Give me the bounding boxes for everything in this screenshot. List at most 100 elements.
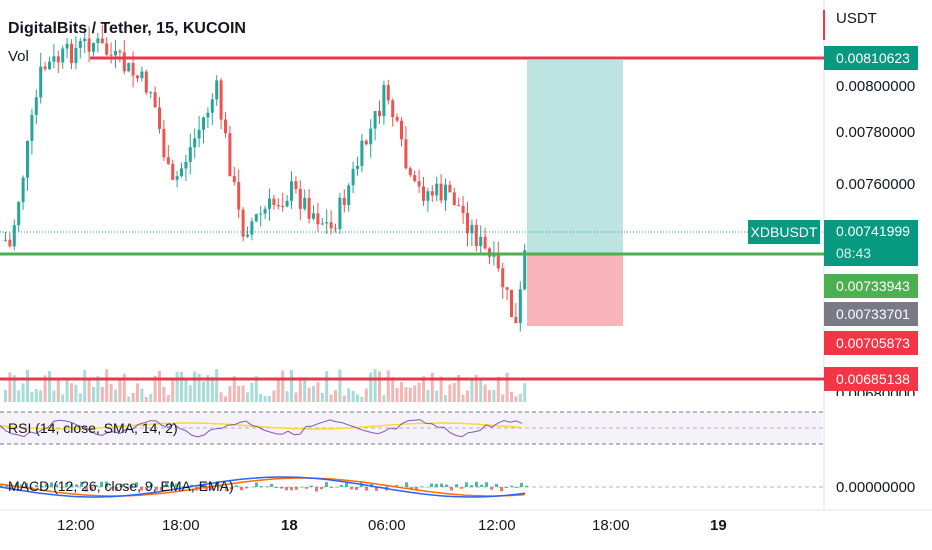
candle-body — [78, 41, 82, 48]
volume-bar — [514, 396, 518, 402]
volume-bar — [197, 373, 201, 402]
macd-histogram-bar — [70, 484, 73, 487]
macd-histogram-bar — [420, 486, 423, 487]
rsi-indicator-label[interactable]: RSI (14, close, SMA, 14, 2) — [8, 420, 178, 436]
candle-body — [96, 38, 100, 43]
volume-bar — [215, 369, 219, 402]
macd-histogram-bar — [435, 483, 438, 487]
candle-body — [360, 140, 364, 166]
macd-histogram-bar — [455, 484, 458, 487]
macd-indicator-label[interactable]: MACD (12, 26, close, 9, EMA, EMA) — [8, 478, 234, 494]
candle-body — [329, 222, 333, 229]
candle-body — [12, 225, 16, 247]
macd-histogram-bar — [430, 483, 433, 487]
macd-histogram-bar — [65, 482, 68, 487]
volume-bar — [444, 395, 447, 402]
candle-body — [193, 138, 197, 148]
candle-body — [334, 228, 337, 230]
candle-body — [131, 63, 135, 76]
macd-histogram-bar — [315, 487, 318, 492]
volume-bar — [21, 383, 25, 402]
volume-bar — [452, 383, 456, 402]
macd-histogram-bar — [105, 481, 108, 487]
volume-bar — [461, 394, 465, 402]
volume-bar — [250, 382, 254, 402]
macd-histogram-bar — [15, 483, 18, 487]
macd-histogram-bar — [35, 484, 38, 487]
volume-bar — [122, 373, 126, 402]
volume-bar — [96, 376, 100, 402]
candle-body — [224, 119, 227, 134]
volume-bar — [316, 382, 320, 402]
candle-body — [514, 317, 518, 324]
candle-body — [184, 161, 188, 169]
candle-body — [338, 197, 342, 230]
macd-histogram-bar — [370, 483, 373, 487]
candle-body — [26, 140, 29, 178]
candle-body — [30, 114, 34, 141]
candle-body — [395, 117, 399, 121]
volume-bar — [56, 378, 60, 402]
volume-bar — [162, 386, 166, 402]
candle-body — [505, 287, 509, 290]
volume-bar — [448, 384, 452, 402]
volume-bar — [228, 386, 232, 402]
candle-body — [197, 129, 201, 139]
volume-bar — [505, 372, 509, 402]
volume-bar — [259, 394, 263, 402]
volume-bar — [39, 390, 43, 402]
candle-body — [246, 234, 249, 237]
volume-bar — [426, 389, 430, 402]
price-tick-partial: 0.00680000 — [836, 386, 916, 396]
volume-bar — [105, 369, 109, 402]
volume-bar — [34, 389, 38, 402]
volume-bar — [206, 375, 210, 402]
volume-bar — [338, 369, 342, 402]
last-price-value: 0.00741999 — [836, 223, 910, 239]
macd-histogram-bar — [480, 484, 483, 487]
macd-histogram-bar — [30, 487, 33, 488]
macd-histogram-bar — [320, 487, 323, 490]
macd-histogram-bar — [275, 487, 278, 488]
macd-histogram-bar — [210, 487, 213, 491]
volume-bar — [127, 396, 131, 402]
volume-bar — [479, 380, 483, 402]
volume-bar — [65, 378, 69, 402]
macd-histogram-bar — [500, 487, 503, 492]
macd-histogram-bar — [355, 487, 358, 491]
candle-body — [342, 197, 346, 205]
macd-histogram-bar — [45, 483, 48, 487]
volume-label[interactable]: Vol — [8, 48, 29, 65]
volume-bar — [457, 374, 461, 402]
volume-bar — [417, 382, 421, 402]
macd-histogram-bar — [255, 482, 258, 487]
candle-body — [140, 71, 144, 79]
macd-histogram-bar — [505, 487, 508, 489]
candle-body — [457, 205, 461, 207]
macd-histogram-bar — [175, 483, 178, 487]
symbol-title[interactable]: DigitalBits / Tether, 15, KUCOIN — [8, 20, 246, 37]
volume-bar — [17, 390, 21, 402]
candle-body — [127, 63, 131, 72]
macd-histogram-bar — [350, 487, 353, 490]
volume-bar — [364, 388, 368, 402]
volume-bar — [272, 390, 276, 402]
stop-price-tag: 0.00705873 — [824, 331, 918, 355]
volume-bar — [483, 384, 487, 402]
volume-bar — [202, 381, 205, 402]
time-tick: 12:00 — [478, 517, 516, 534]
candle-body — [21, 177, 25, 203]
candle-body — [268, 198, 271, 209]
candle-body — [65, 43, 69, 49]
candle-body — [74, 47, 78, 63]
time-tick: 12:00 — [57, 517, 95, 534]
candle-body — [298, 189, 302, 209]
macd-histogram-bar — [485, 482, 488, 487]
candle-body — [439, 183, 443, 201]
macd-histogram-bar — [325, 482, 328, 487]
volume-bar — [78, 393, 82, 402]
macd-line — [0, 476, 526, 498]
candle-body — [452, 192, 456, 206]
price-tick: 0.00760000 — [836, 176, 916, 193]
